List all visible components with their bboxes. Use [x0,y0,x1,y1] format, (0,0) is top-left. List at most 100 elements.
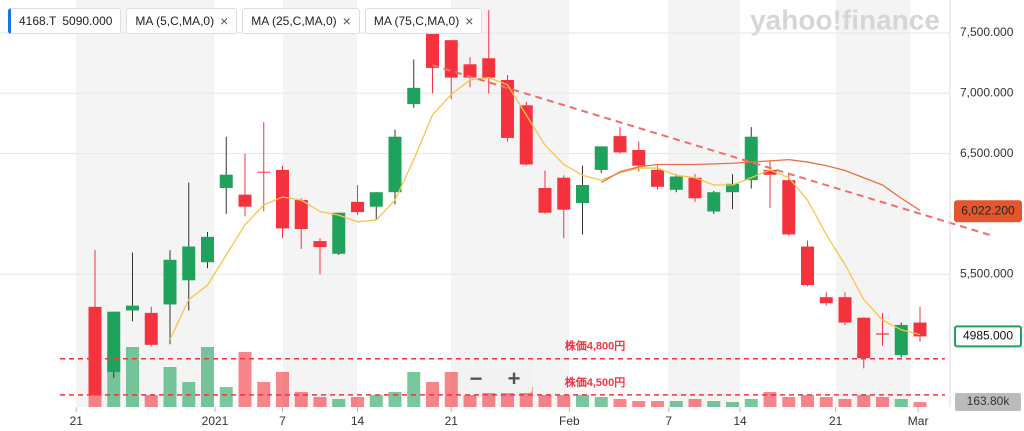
close-icon[interactable]: × [220,13,229,29]
candle-body [407,87,421,105]
candle-body [126,305,139,311]
candle-body [426,32,439,68]
band [668,0,740,407]
trend-line [431,64,991,236]
volume-bar [913,402,927,407]
legend-chip: MA (25,C,MA,0) × [242,8,360,34]
price-tag-label: 6,022.200 [961,203,1015,217]
volume-bar [594,397,608,407]
candle-body [838,297,852,323]
volume-bar [857,395,871,407]
candle-body [163,259,177,305]
volume-bar [838,399,852,407]
x-tick-label: Feb [559,414,580,428]
symbol: 4168.T [19,14,57,28]
candle-body [482,58,496,78]
volume-bar [669,401,683,407]
volume-bar [782,397,796,407]
candle-body [182,246,196,281]
legend-label: MA (75,C,MA,0) [373,14,460,28]
h-line-label: 株価4,500円 [565,375,626,389]
candle-body [201,236,214,263]
price: 5090.000 [62,14,113,28]
x-tick-label: Mar [908,414,929,428]
candle-body [107,311,121,373]
volume-bar [126,347,139,407]
volume-bar [894,399,908,407]
candle-body [557,177,571,210]
zoom-button[interactable]: − [470,366,483,391]
legend-label: MA (5,C,MA,0) [135,14,215,28]
volume-bar [819,397,833,407]
candle-body [294,200,308,230]
candle-body [726,183,739,193]
volume-bar [538,395,552,407]
volume-bar [369,395,383,407]
volume-bar [351,397,364,407]
volume-tag [955,393,1021,412]
candle-body [651,169,664,187]
plot [0,10,950,407]
volume-bar [332,399,346,407]
candle-body [463,64,477,78]
x-tick-label: 14 [733,414,747,428]
volume-bar [463,395,477,407]
close-icon[interactable]: × [342,13,351,29]
candle-body [819,297,833,304]
volume-bar [444,372,458,407]
candle-body [276,169,289,229]
volume-bar [144,395,158,407]
volume-bar [576,395,589,407]
x-tick-label: 21 [445,414,459,428]
volume-bar [726,402,739,407]
y-tick-label: 7,000.000 [960,85,1014,99]
zoom-button[interactable]: + [508,366,521,391]
candle-body [801,246,814,286]
volume-bar [482,392,496,407]
x-tick-label: 21 [829,414,843,428]
x-tick-label: 7 [665,414,672,428]
volume-bar [801,395,814,407]
volume-bar [707,401,721,407]
h-line-label: 株価4,800円 [565,339,626,353]
legend-label: MA (25,C,MA,0) [251,14,337,28]
candle-body [632,149,646,166]
candle-body [613,136,627,153]
price-tag [954,325,1022,348]
candle-body [744,136,758,181]
candle-body [538,187,552,213]
candle-body [501,80,514,138]
ma-line [169,76,921,340]
volume-bar [557,395,571,407]
y-tick-label: 6,500.000 [960,146,1014,160]
price-tag-label: 4985.000 [963,329,1013,343]
volume-bar [763,392,777,407]
candle-body [238,194,252,207]
volume-bar [257,382,271,407]
candle-body [313,241,327,248]
candle-body [594,146,608,170]
candle-body [763,169,777,175]
y-tick-label: 5,500.000 [960,266,1014,280]
volume-bar [688,399,702,407]
volume-bar [201,347,214,407]
candle-body [88,306,102,395]
volume-bar [613,399,627,407]
candle-body [332,212,346,254]
candle-body [369,192,383,207]
watermark: yahoo!finance [750,4,940,35]
volume-bar [744,399,758,407]
quote-chip: 4168.T 5090.000 [8,8,122,34]
volume-bar [388,392,402,407]
candle-body [688,177,702,199]
candle-body [444,40,458,78]
close-icon[interactable]: × [465,13,474,29]
week-bands [76,0,910,407]
legend-chip: MA (5,C,MA,0) × [126,8,238,34]
x-tick-label: 21 [70,414,84,428]
volume-bar [238,352,252,407]
volume-bar [313,397,327,407]
volume-bar [876,397,889,407]
